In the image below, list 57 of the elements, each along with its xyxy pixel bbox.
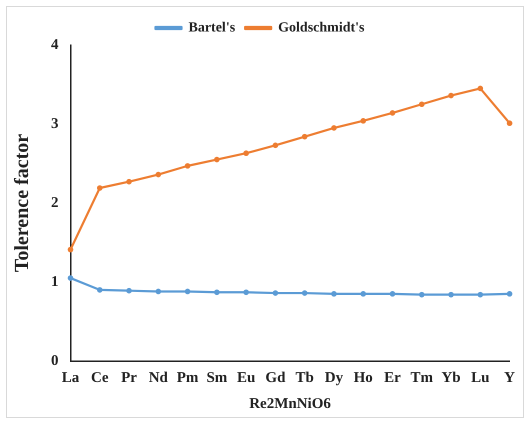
point (302, 290, 308, 296)
x-tick-label: Ce (91, 370, 109, 386)
point (156, 288, 162, 294)
point (302, 134, 308, 140)
x-tick-label: Nd (148, 370, 169, 386)
x-tick-label: Eu (236, 370, 256, 386)
x-tick-label: Tb (296, 370, 314, 386)
point (448, 292, 454, 298)
x-tick-label: La (62, 370, 80, 386)
legend-label: Goldschmidt's (278, 20, 366, 36)
y-tick-label: 4 (51, 36, 59, 53)
point (68, 275, 74, 281)
x-tick-label: Yb (441, 370, 461, 386)
point (96, 185, 103, 191)
point (243, 289, 249, 296)
point (68, 246, 74, 252)
x-tick-label: Tm (410, 370, 434, 386)
x-tick-label: Sm (206, 370, 228, 386)
point (360, 291, 366, 297)
point (390, 110, 396, 116)
point (331, 291, 337, 297)
point (96, 287, 103, 293)
x-tick-label: Ho (354, 370, 373, 386)
point (331, 125, 337, 131)
point (272, 290, 278, 296)
x-tick-label: Pr (121, 370, 138, 386)
y-tick-label: 1 (51, 274, 58, 290)
point (478, 86, 484, 92)
point (390, 291, 396, 297)
point (184, 163, 190, 169)
x-tick-label: Y (504, 370, 516, 386)
x-tick-label: Er (384, 370, 402, 386)
x-axis-title: Re2MnNiO6 (249, 396, 332, 412)
point (243, 150, 249, 156)
point (214, 156, 220, 162)
y-tick-label: 2 (51, 194, 58, 211)
point (184, 288, 190, 294)
point (126, 288, 132, 294)
point (478, 292, 484, 298)
point (126, 178, 132, 184)
x-tick-label: Gd (265, 370, 286, 386)
x-tick-label: Pm (176, 370, 199, 386)
point (156, 172, 162, 178)
point (506, 291, 512, 297)
y-axis-title: Tolerence factor (11, 134, 34, 272)
point (448, 92, 454, 98)
point (360, 118, 366, 124)
point (272, 142, 278, 148)
point (506, 120, 512, 126)
y-tick-label: 0 (51, 352, 58, 369)
point (214, 289, 220, 296)
legend-label: Bartel's (188, 20, 236, 36)
y-tick-label: 3 (51, 116, 58, 132)
x-tick-label: Lu (471, 370, 490, 386)
x-tick-label: Dy (324, 370, 344, 386)
point (418, 101, 425, 108)
point (418, 292, 425, 298)
